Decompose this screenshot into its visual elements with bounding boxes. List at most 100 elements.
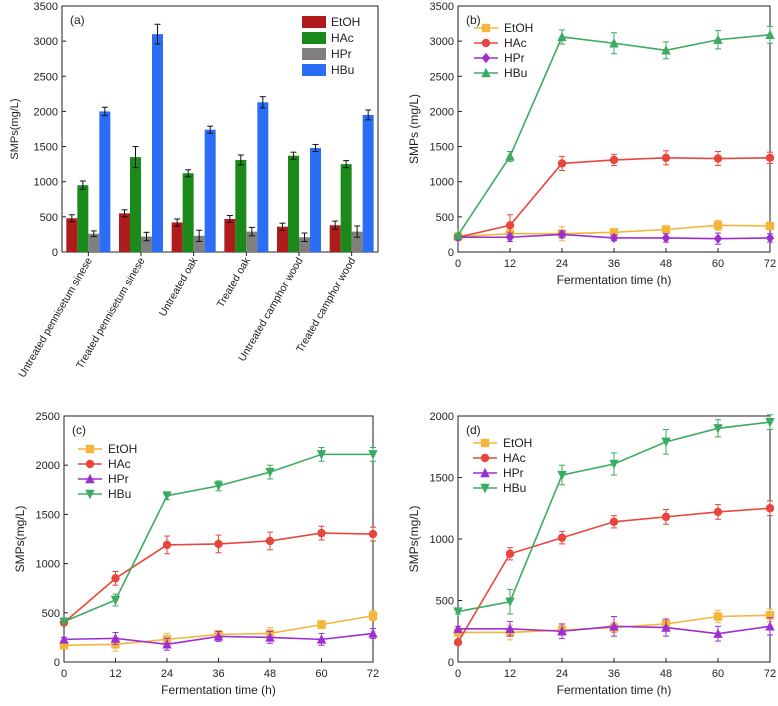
a-bar-etoh [329, 225, 341, 252]
d-point [661, 512, 671, 522]
b-point [557, 229, 567, 240]
a-bar-hac [340, 164, 352, 252]
b-legend-entry: HAc [474, 36, 527, 50]
b-legend-entry: HBu [474, 66, 527, 80]
c-point [265, 536, 275, 546]
a-legend: EtOH HAc HPr HBu [302, 15, 360, 77]
c-point [162, 540, 172, 550]
d-legend-label: HBu [503, 481, 526, 495]
c-point [368, 450, 378, 460]
d-point [661, 437, 671, 448]
d-y-tick-label: 1500 [430, 473, 454, 485]
c-point [368, 529, 378, 539]
b-point [713, 233, 723, 244]
d-legend-point [480, 453, 490, 463]
d-x-tick-label: 24 [556, 668, 568, 680]
a-legend-label: HPr [331, 47, 352, 61]
d-legend-label: HPr [503, 466, 524, 480]
a-bar-hbu [204, 129, 216, 252]
b-x-tick-label: 24 [556, 258, 568, 270]
a-x-tick-label: Treated camphor wood [294, 255, 358, 354]
a-legend-swatch [302, 64, 326, 76]
a-legend-swatch [302, 48, 326, 60]
c-legend-point [85, 489, 95, 500]
d-point [557, 470, 567, 481]
d-point [661, 622, 671, 632]
d-y-axis-label: SMPs(mg/L) [407, 506, 421, 573]
a-y-tick-label: 2000 [34, 106, 58, 118]
b-x-tick-label: 0 [455, 258, 461, 270]
b-point [453, 229, 463, 240]
c-point [59, 617, 69, 627]
b-legend-entry: HPr [474, 51, 525, 65]
d-point [765, 611, 775, 620]
c-point [59, 641, 69, 650]
a-legend-label: HAc [331, 31, 354, 45]
a-bar-hac [130, 157, 141, 252]
c-legend-point [85, 473, 95, 484]
c-legend-entry: EtOH [78, 442, 137, 456]
c-x-tick-label: 72 [367, 668, 379, 680]
b-y-tick-label: 2500 [430, 71, 454, 83]
d-x-axis-label: Fermentation time (h) [557, 683, 672, 697]
b-legend-point [481, 38, 491, 48]
c-series-hac [59, 525, 378, 627]
b-x-tick-label: 60 [712, 258, 724, 270]
d-legend-label: HAc [503, 451, 526, 465]
a-legend-swatch [302, 32, 326, 44]
d-point [713, 424, 723, 434]
b-point [661, 153, 671, 163]
d-point [609, 459, 619, 470]
c-y-axis-label: SMPs(mg/L) [13, 506, 27, 573]
c-series-hbu [59, 446, 378, 627]
b-legend-label: HPr [504, 51, 525, 65]
c-y-tick-label: 1000 [36, 559, 60, 571]
a-bar-hbu [99, 111, 111, 252]
c-point [265, 632, 275, 642]
c-x-tick-label: 60 [315, 668, 327, 680]
a-bar-etoh [224, 218, 236, 252]
b-series-hac [453, 150, 775, 242]
b-point [765, 232, 775, 244]
d-legend-point [480, 483, 490, 494]
b-x-tick-label: 36 [608, 258, 620, 270]
a-bar-hbu [152, 34, 163, 252]
b-point [713, 221, 723, 230]
d-x-tick-label: 48 [660, 668, 672, 680]
b-point [765, 221, 775, 231]
d-point [765, 504, 775, 513]
d-point [609, 621, 619, 631]
b-legend-entry: EtOH [474, 21, 533, 35]
c-legend-label: EtOH [108, 442, 137, 456]
d-y-tick-label: 2000 [430, 411, 454, 423]
c-x-tick-label: 24 [161, 668, 173, 680]
d-point [765, 417, 775, 428]
a-bar-hpr [299, 237, 310, 252]
d-legend-point [480, 467, 490, 478]
b-point [765, 153, 775, 163]
c-x-tick-label: 12 [109, 668, 121, 680]
c-y-tick-label: 1500 [36, 509, 60, 521]
b-point [661, 225, 671, 234]
b-point [661, 232, 671, 244]
b-y-axis-label: SMPs (mg/L) [407, 94, 421, 164]
a-bar-hac [288, 155, 299, 252]
c-x-tick-label: 48 [264, 668, 276, 680]
c-point [110, 633, 121, 643]
b-legend-point [481, 52, 491, 64]
b-y-tick-label: 1500 [430, 142, 454, 154]
b-point [609, 38, 619, 48]
c-legend-point [85, 444, 95, 454]
c-point [59, 634, 69, 644]
b-x-tick-label: 72 [764, 258, 776, 270]
d-legend-label: EtOH [503, 436, 532, 450]
d-panel-label: (d) [466, 423, 481, 437]
b-y-tick-label: 2000 [430, 106, 454, 118]
c-x-tick-label: 0 [61, 668, 67, 680]
d-legend-point [480, 438, 490, 448]
a-y-tick-label: 3000 [34, 36, 58, 48]
c-point [316, 634, 327, 644]
c-legend-entry: HAc [78, 457, 131, 471]
c-legend-label: HAc [108, 457, 131, 471]
